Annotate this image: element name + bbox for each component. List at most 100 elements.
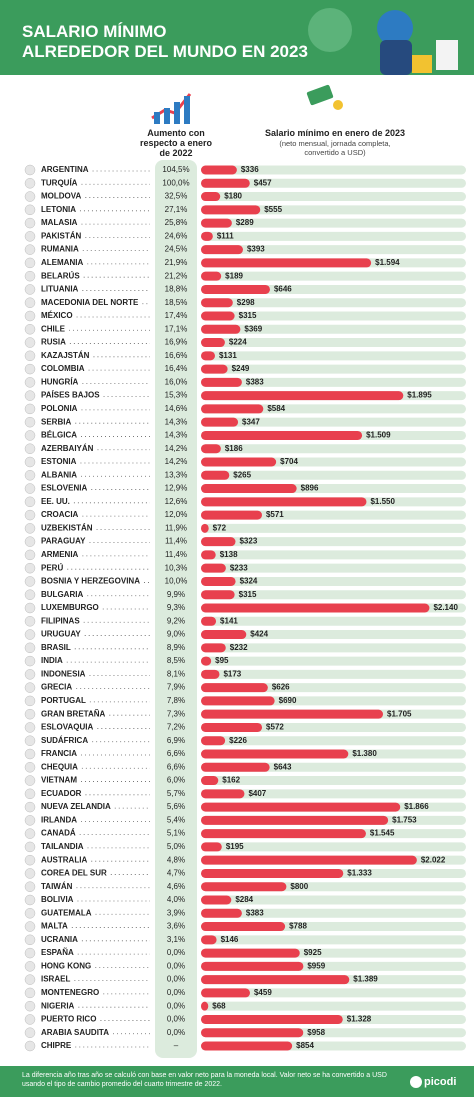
decor	[380, 40, 412, 75]
bar-track	[201, 470, 466, 480]
category-label: IRLANDA	[41, 815, 77, 824]
bar	[201, 975, 350, 985]
value-label: $141	[220, 616, 238, 625]
category-label: ALBANIA	[41, 470, 77, 479]
column-band	[155, 160, 197, 1058]
category-label: CHEQUIA	[41, 762, 78, 771]
bar-track	[201, 165, 466, 175]
value-label: $347	[242, 417, 260, 426]
category-label: PAKISTÁN	[41, 231, 82, 240]
increase-label: 10,0%	[165, 577, 188, 586]
increase-label: 27,1%	[165, 205, 188, 214]
bar	[201, 922, 286, 932]
value-label: $162	[222, 776, 240, 785]
bar	[201, 722, 263, 732]
bar-track	[201, 338, 466, 348]
category-label: UZBEKISTÁN	[41, 523, 93, 532]
bar-track	[201, 298, 466, 308]
flag	[24, 815, 36, 826]
increase-label: 16,6%	[165, 351, 188, 360]
flag	[24, 934, 36, 946]
increase-label: 4,6%	[167, 882, 185, 891]
bar	[201, 284, 270, 294]
bar	[201, 563, 226, 573]
value-label: $643	[274, 762, 292, 771]
flag	[24, 735, 36, 746]
flag	[24, 947, 36, 959]
value-label: $1.895	[407, 391, 432, 400]
bar	[201, 377, 242, 387]
bar	[201, 961, 304, 971]
flag	[24, 589, 36, 600]
flag	[24, 881, 36, 892]
increase-label: 9,9%	[167, 590, 185, 599]
category-label: GUATEMALA	[41, 908, 92, 917]
category-label: CHILE	[41, 324, 66, 333]
flag	[24, 244, 36, 255]
value-label: $1.550	[370, 497, 395, 506]
increase-label: 0,0%	[167, 961, 185, 970]
decor	[377, 10, 413, 46]
increase-label: 11,9%	[165, 523, 187, 532]
bar	[201, 935, 217, 945]
value-label: $383	[246, 908, 264, 917]
category-label: GRAN BRETAÑA	[41, 709, 106, 718]
bar	[201, 351, 215, 361]
value-label: $233	[230, 563, 248, 572]
value-label: $958	[307, 1028, 325, 1037]
increase-label: –	[174, 1041, 179, 1050]
bar-track	[201, 351, 466, 361]
bar-track	[201, 550, 466, 560]
category-label: CANADÁ	[41, 829, 76, 838]
logo-icon	[410, 1076, 422, 1088]
footer-band	[0, 1066, 474, 1097]
value-label: $896	[301, 484, 319, 493]
bar-track	[201, 643, 466, 653]
category-label: FILIPINAS	[41, 616, 80, 625]
flag	[24, 708, 36, 720]
bar-track	[201, 842, 466, 852]
value-label: $138	[220, 550, 238, 559]
category-label: INDONESIA	[41, 669, 86, 678]
value-label: $2.140	[433, 603, 458, 612]
bar	[201, 218, 232, 228]
increase-label: 17,1%	[165, 324, 188, 333]
flag	[24, 974, 36, 985]
increase-label: 12,6%	[165, 497, 188, 506]
flag	[24, 722, 36, 733]
series-description: (neto mensual, jornada completa, convert…	[279, 139, 391, 157]
bar-track	[201, 510, 466, 520]
category-label: PUERTO RICO	[41, 1015, 96, 1024]
category-label: LITUANIA	[41, 285, 79, 294]
bar-track	[201, 271, 466, 281]
flag	[24, 602, 36, 614]
increase-label: 104,5%	[162, 165, 189, 174]
bar	[201, 868, 344, 878]
increase-label: 18,5%	[165, 298, 188, 307]
flag	[24, 270, 36, 282]
bar	[201, 192, 221, 202]
flag	[24, 377, 36, 388]
bar	[201, 1014, 343, 1024]
value-label: $111	[217, 231, 234, 240]
category-label: ESLOVENIA	[41, 484, 87, 493]
flag	[24, 297, 36, 308]
value-label: $186	[225, 444, 243, 453]
value-label: $959	[307, 961, 325, 970]
category-label: EE. UU.	[41, 497, 70, 506]
icon	[184, 96, 190, 124]
increase-label: 14,3%	[165, 417, 188, 426]
category-label: ARMENIA	[41, 550, 79, 559]
flag	[24, 509, 36, 521]
value-label: $1.866	[404, 802, 429, 811]
category-label: AUSTRALIA	[41, 855, 87, 864]
increase-label: 4,8%	[167, 855, 185, 864]
value-label: $1.545	[370, 829, 395, 838]
category-label: NIGERIA	[41, 1001, 75, 1010]
value-label: $284	[235, 895, 253, 904]
decor	[308, 8, 352, 52]
increase-label: 7,9%	[167, 683, 185, 692]
value-label: $690	[279, 696, 297, 705]
bar	[201, 656, 212, 666]
value-label: $1.380	[352, 749, 377, 758]
